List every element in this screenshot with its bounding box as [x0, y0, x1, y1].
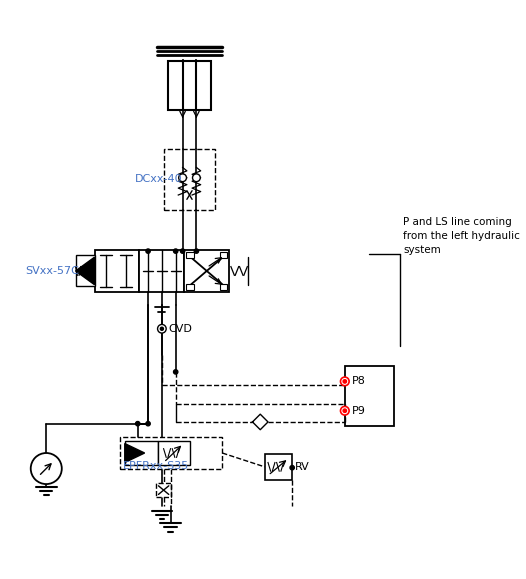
Circle shape: [31, 453, 62, 484]
Circle shape: [193, 174, 200, 182]
Polygon shape: [76, 257, 95, 285]
Bar: [76, 255, 95, 287]
Bar: [164, 149, 215, 210]
Circle shape: [160, 327, 164, 330]
Circle shape: [179, 174, 187, 182]
Text: P8: P8: [352, 376, 366, 386]
Bar: [186, 252, 194, 258]
Circle shape: [158, 324, 166, 333]
Bar: [168, 61, 211, 111]
Circle shape: [180, 249, 185, 253]
Bar: [158, 441, 190, 465]
Circle shape: [343, 380, 347, 383]
Circle shape: [146, 249, 150, 253]
Circle shape: [136, 422, 140, 426]
Text: DCxx-40: DCxx-40: [135, 174, 183, 185]
Text: P9: P9: [352, 406, 366, 416]
Circle shape: [194, 249, 198, 253]
Text: P and LS line coming
from the left hydraulic
system: P and LS line coming from the left hydra…: [403, 217, 520, 255]
Circle shape: [340, 406, 349, 415]
Bar: [120, 438, 222, 468]
Bar: [345, 366, 394, 426]
Bar: [220, 252, 227, 258]
Text: RV: RV: [295, 462, 309, 472]
Circle shape: [174, 249, 178, 253]
Text: EPFRxx-S35: EPFRxx-S35: [123, 461, 189, 471]
Bar: [220, 284, 227, 290]
Circle shape: [174, 370, 178, 374]
Bar: [139, 250, 184, 292]
Bar: [125, 441, 158, 465]
Bar: [186, 284, 194, 290]
Bar: [184, 250, 229, 292]
Circle shape: [146, 422, 150, 426]
Bar: [95, 250, 139, 292]
Circle shape: [290, 466, 295, 470]
Text: SVxx-57C: SVxx-57C: [26, 266, 79, 276]
Circle shape: [340, 377, 349, 386]
Bar: [156, 483, 171, 497]
Text: CVD: CVD: [168, 324, 192, 334]
Bar: [265, 454, 292, 480]
Polygon shape: [125, 444, 145, 463]
Circle shape: [343, 409, 347, 412]
